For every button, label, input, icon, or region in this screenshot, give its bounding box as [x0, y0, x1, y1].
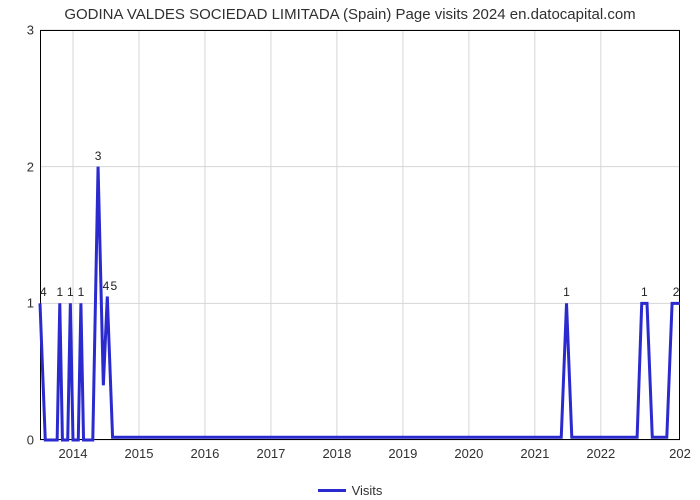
legend-label: Visits — [352, 483, 383, 498]
y-tick-label: 2 — [27, 159, 34, 174]
value-label: 5 — [111, 279, 118, 293]
chart-title: GODINA VALDES SOCIEDAD LIMITADA (Spain) … — [0, 6, 700, 23]
value-label: 1 — [641, 285, 648, 299]
value-label: 1 — [78, 285, 85, 299]
legend-swatch — [318, 489, 346, 492]
x-tick-label: 2017 — [256, 446, 285, 461]
x-tick-label: 2016 — [190, 446, 219, 461]
chart-container: GODINA VALDES SOCIEDAD LIMITADA (Spain) … — [0, 0, 700, 500]
y-tick-label: 0 — [27, 433, 34, 448]
x-tick-label: 2014 — [59, 446, 88, 461]
x-tick-label: 202 — [669, 446, 691, 461]
y-tick-label: 1 — [27, 296, 34, 311]
y-tick-label: 3 — [27, 23, 34, 38]
value-label: 1 — [56, 285, 63, 299]
value-label: 1 — [563, 285, 570, 299]
x-tick-label: 2018 — [322, 446, 351, 461]
value-label: 3 — [95, 149, 102, 163]
plot-svg — [40, 30, 680, 440]
x-tick-label: 2015 — [125, 446, 154, 461]
value-label: 2 — [673, 285, 680, 299]
x-tick-label: 2020 — [454, 446, 483, 461]
x-tick-label: 2022 — [586, 446, 615, 461]
value-label: 4 — [103, 279, 110, 293]
legend: Visits — [0, 482, 700, 498]
value-label: 4 — [40, 285, 47, 299]
value-label: 1 — [67, 285, 74, 299]
x-tick-label: 2019 — [388, 446, 417, 461]
x-tick-label: 2021 — [520, 446, 549, 461]
plot-area: 0123201420152016201720182019202020212022… — [40, 30, 680, 440]
